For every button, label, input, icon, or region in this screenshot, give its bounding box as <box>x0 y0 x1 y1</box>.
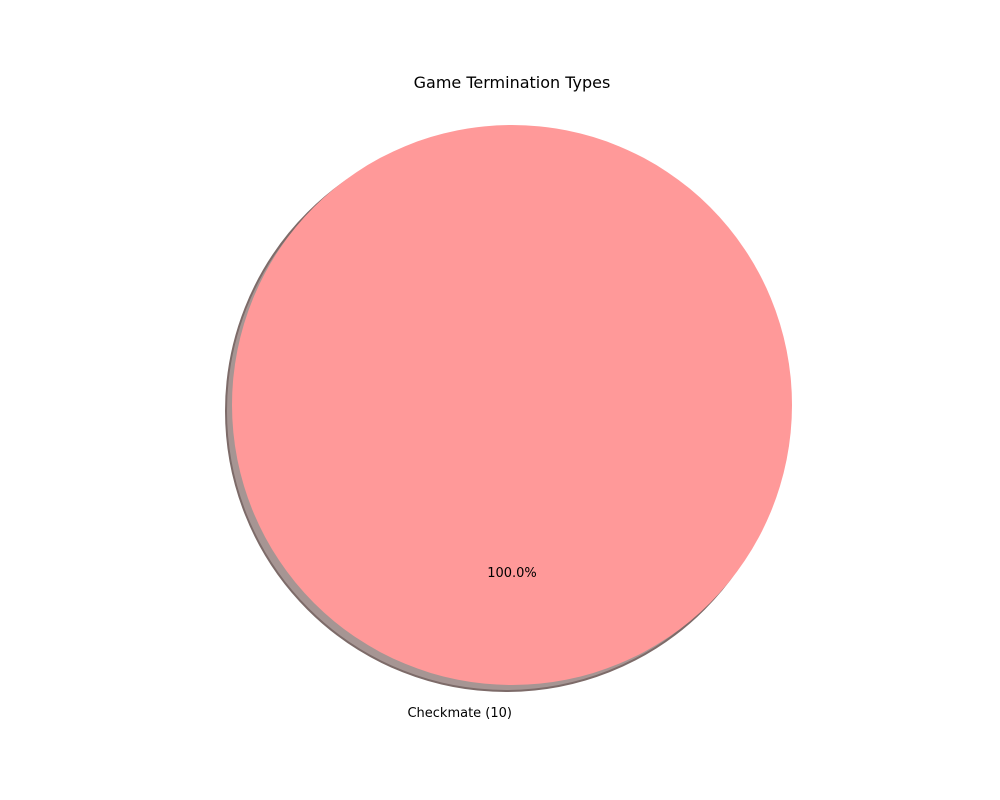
pie-slice <box>232 125 792 685</box>
pie-slice-layer <box>232 125 792 685</box>
pie-label-layer: Checkmate (10) 100.0% <box>407 566 536 721</box>
pie-slice-label: Checkmate (10) <box>407 706 512 721</box>
chart-title: Game Termination Types <box>414 73 611 92</box>
pie-percent-label: 100.0% <box>487 566 537 581</box>
